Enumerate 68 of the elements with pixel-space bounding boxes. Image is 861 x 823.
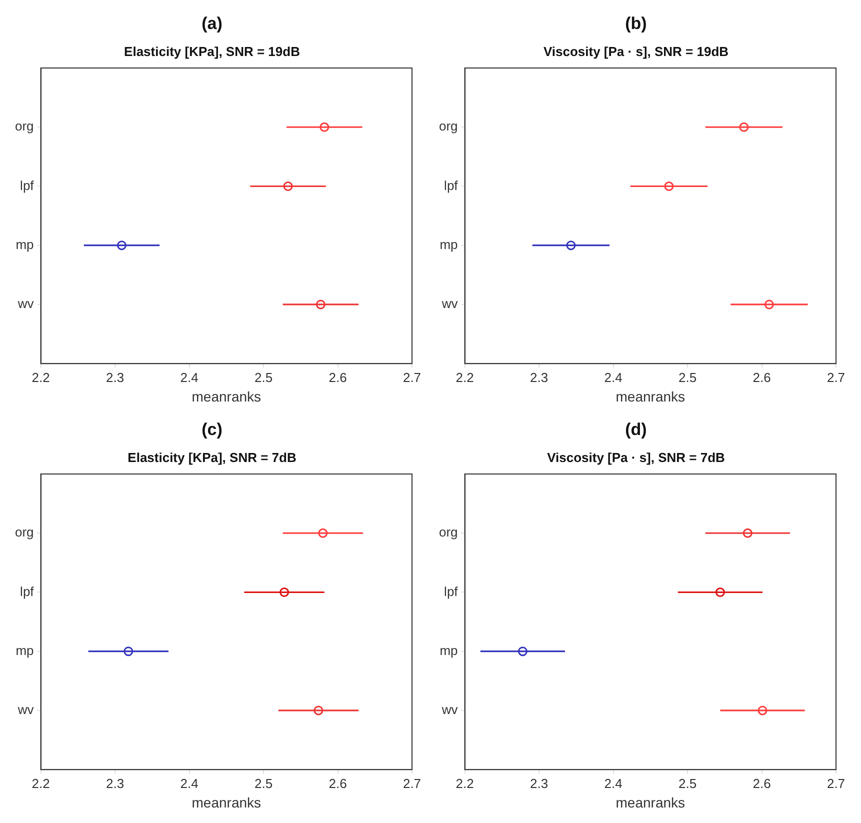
y-tick-label: mp	[440, 236, 458, 252]
y-tick-label: org	[14, 118, 34, 134]
y-tick-label: lpf	[20, 584, 34, 599]
x-tick-label: 2.6	[328, 776, 347, 791]
x-tick-label: 2.3	[530, 776, 548, 791]
x-tick-label: 2.3	[530, 370, 548, 385]
y-tick-label: lpf	[444, 584, 458, 599]
x-axis-title: meanranks	[192, 794, 262, 810]
y-tick-label: mp	[440, 642, 458, 658]
chart-title: (b)	[625, 14, 647, 33]
point	[318, 528, 328, 538]
x-axis-title: meanranks	[616, 388, 686, 404]
x-tick-label: 2.2	[456, 776, 474, 791]
x-tick-label: 2.7	[402, 776, 422, 791]
point	[764, 300, 774, 310]
x-tick-label: 2.5	[254, 776, 273, 791]
y-tick-label: mp	[16, 236, 34, 252]
x-tick-label: 2.4	[604, 776, 622, 791]
x-tick-label: 2.4	[180, 370, 198, 385]
x-tick-label: 2.7	[402, 370, 422, 385]
x-tick-label: 2.4	[604, 370, 622, 385]
y-tick-label: org	[438, 118, 458, 134]
x-tick-label: 2.5	[254, 370, 273, 385]
point	[664, 181, 674, 191]
chart-subtitle: Viscosity [Pa · s], SNR = 7dB	[547, 450, 725, 465]
x-tick-label: 2.7	[826, 370, 846, 385]
y-tick-label: mp	[16, 642, 34, 658]
point	[739, 122, 749, 132]
chart-title: (d)	[625, 420, 647, 439]
chart-subtitle: Elasticity [KPa], SNR = 7dB	[128, 450, 296, 465]
x-tick-label: 2.4	[180, 776, 198, 791]
x-tick-label: 2.3	[106, 776, 124, 791]
x-tick-label: 2.5	[678, 776, 697, 791]
x-tick-label: 2.2	[32, 776, 50, 791]
chart-title: (c)	[202, 420, 222, 439]
point	[715, 587, 725, 597]
y-tick-label: lpf	[20, 178, 34, 193]
y-tick-label: org	[438, 524, 458, 540]
point	[280, 587, 290, 597]
x-tick-label: 2.5	[678, 370, 697, 385]
x-axis-title: meanranks	[616, 794, 686, 810]
point	[314, 706, 324, 716]
x-tick-label: 2.6	[752, 370, 771, 385]
point	[518, 646, 528, 656]
x-tick-label: 2.6	[328, 370, 347, 385]
chart-subtitle: Elasticity [KPa], SNR = 19dB	[124, 44, 300, 59]
point	[742, 528, 752, 538]
y-tick-label: wv	[16, 296, 34, 312]
point	[316, 300, 326, 310]
x-tick-label: 2.7	[826, 776, 846, 791]
point	[758, 706, 768, 716]
chart-title: (a)	[202, 14, 222, 33]
x-tick-label: 2.2	[32, 370, 50, 385]
point	[320, 122, 330, 132]
point	[116, 240, 126, 250]
x-tick-label: 2.2	[456, 370, 474, 385]
point	[566, 240, 576, 250]
point	[283, 181, 293, 191]
x-axis-title: meanranks	[192, 388, 262, 404]
y-tick-label: lpf	[444, 178, 458, 193]
x-tick-label: 2.6	[752, 776, 771, 791]
y-tick-label: wv	[440, 702, 458, 718]
x-tick-label: 2.3	[106, 370, 124, 385]
y-tick-label: wv	[440, 296, 458, 312]
y-tick-label: wv	[16, 702, 34, 718]
point	[124, 646, 134, 656]
chart-subtitle: Viscosity [Pa · s], SNR = 19dB	[543, 44, 729, 59]
y-tick-label: org	[14, 524, 34, 540]
